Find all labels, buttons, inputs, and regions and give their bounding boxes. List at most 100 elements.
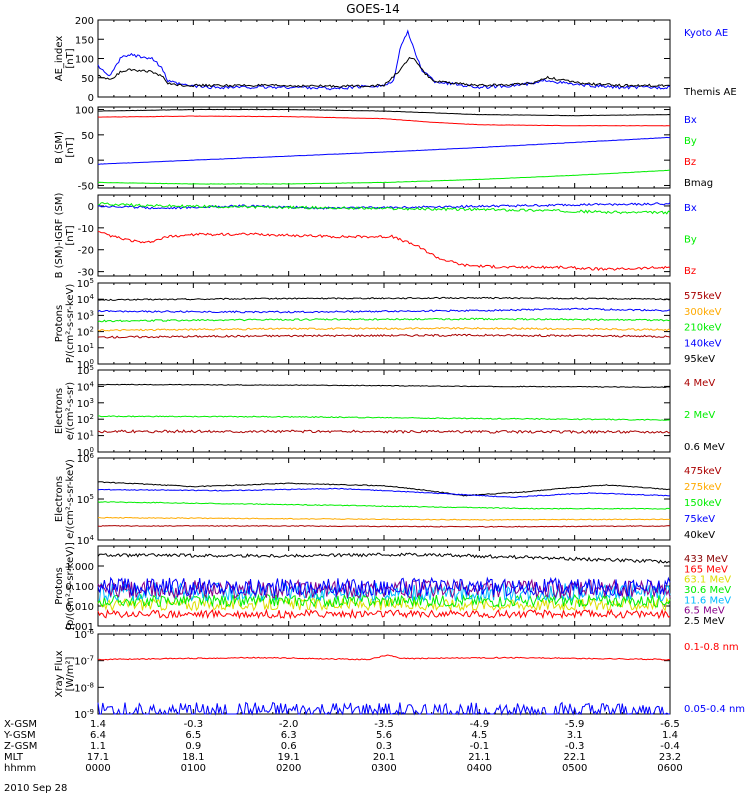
legend-item: Bmag — [684, 178, 713, 189]
y-tick-label: 0.001 — [65, 622, 94, 633]
ephem-value: 6.3 — [281, 730, 297, 741]
series-95kev — [97, 296, 670, 301]
series-0-6-mev — [98, 383, 671, 388]
series-bmag — [97, 108, 671, 117]
legend-item: 95keV — [684, 354, 715, 365]
y-tick-label: 200 — [75, 16, 94, 27]
ephem-value: 4.5 — [471, 730, 487, 741]
y-tick-label: 50 — [81, 131, 94, 142]
series-2-5-mev — [97, 576, 671, 598]
y-axis-label: B (SM)-IGRF (SM)[nT] — [54, 193, 76, 279]
ephem-value: 0500 — [562, 763, 587, 774]
ephem-value: 3.1 — [567, 730, 583, 741]
panel-frame — [97, 457, 671, 541]
legend-item: 150keV — [684, 498, 722, 509]
ephem-value: 1.4 — [662, 730, 678, 741]
y-tick-label: 100 — [77, 446, 94, 459]
series-kyoto-ae — [97, 29, 671, 91]
y-axis-label: AE_index[nT] — [54, 36, 76, 82]
ephem-value: 0200 — [276, 763, 301, 774]
y-axis-label: Electronse/(cm²-s-sr) — [54, 382, 76, 440]
legend-item: Kyoto AE — [684, 28, 728, 39]
legend-item: Bz — [684, 157, 696, 168]
panel-frame — [97, 633, 671, 715]
legend-item: Bx — [684, 203, 697, 214]
y-tick-label: 50 — [81, 74, 94, 85]
ephem-value: 22.1 — [564, 752, 586, 763]
ephem-value: 6.5 — [185, 730, 201, 741]
y-tick-label: -10 — [78, 224, 94, 235]
panel-dbb: -30 -20 -10 0 B (SM)-IGRF (SM)[nT] Bx By Bz — [54, 193, 697, 279]
ephem-value: -3.5 — [374, 719, 394, 730]
y-tick-label: 100 — [75, 55, 94, 66]
series-165-mev — [97, 608, 671, 620]
ephem-value: 0000 — [85, 763, 110, 774]
y-tick-label: -30 — [78, 268, 94, 279]
y-tick-label: 0 — [88, 156, 94, 167]
series-by — [97, 202, 671, 215]
series-by — [97, 169, 671, 185]
legend-item: 0.05-0.4 nm — [684, 704, 745, 715]
ephem-value: -6.5 — [660, 719, 680, 730]
ephem-value: 0.6 — [281, 741, 297, 752]
ephem-value: 0.3 — [376, 741, 392, 752]
ephem-value: -0.1 — [470, 741, 490, 752]
ephem-value: 23.2 — [659, 752, 681, 763]
y-tick-label: 101 — [77, 430, 94, 443]
series-bz — [97, 115, 671, 127]
ephem-value: 0.9 — [185, 741, 201, 752]
legend-item: 30.6 MeV — [684, 585, 731, 596]
panel-b: -50 0 50 100 B (SM)[nT] Bx By Bz Bmag — [54, 106, 713, 193]
series-2-mev — [97, 415, 671, 421]
y-axis-label: Xray Flux[W/m²] — [54, 650, 76, 697]
legend-item: 165 MeV — [684, 564, 728, 575]
ephem-value: 0400 — [467, 763, 492, 774]
ephem-value: 21.1 — [468, 752, 490, 763]
series-475kev — [97, 525, 671, 528]
series-0-1-0-8-nm — [97, 654, 671, 661]
y-tick-label: 104 — [77, 293, 95, 306]
ephem-value: 5.6 — [376, 730, 392, 741]
y-axis-label: B (SM)[nT] — [54, 131, 76, 164]
y-axis-label: ProtonsP/(cm²-s-sr-keV) — [54, 284, 76, 364]
panel-frame — [97, 369, 671, 453]
plot-panels: 0 50 100 150 200 AE_index[nT] Kyoto AE Themis A… — [54, 16, 745, 721]
series-433-mev — [97, 552, 671, 564]
panel-pm: 100 101 102 103 104 105ProtonsP/(cm²-s-sr-keV… — [54, 277, 722, 371]
ephem-row-label: Z-GSM — [4, 741, 37, 752]
legend-item: 2 MeV — [684, 410, 715, 421]
series-40kev — [97, 481, 671, 497]
y-tick-label: 0.010 — [65, 602, 94, 613]
y-tick-label: 104 — [77, 534, 95, 547]
panel-frame — [97, 282, 671, 365]
ephem-value: 6.4 — [90, 730, 106, 741]
y-tick-label: 106 — [77, 452, 95, 465]
legend-item: Themis AE — [683, 87, 737, 98]
series-275kev — [98, 516, 671, 521]
panel-ae: 0 50 100 150 200 AE_index[nT] Kyoto AE Themis A… — [54, 16, 737, 104]
ephemeris-table: X-GSM 1.4 -0.3 -2.0 -3.5 -4.9 -5.9 -6.5 Y-GSM 6.4… — [3, 719, 683, 774]
y-tick-label: 10-9 — [74, 708, 94, 721]
y-tick-label: 0 — [88, 93, 94, 104]
date-label: 2010 Sep 28 — [4, 783, 67, 794]
y-tick-label: 10-8 — [74, 681, 94, 694]
y-tick-label: 103 — [77, 397, 94, 410]
legend-item: 40keV — [684, 530, 715, 541]
series-140kev — [97, 307, 671, 314]
y-axis-label: Electronse/(cm²-s-sr-keV) — [54, 459, 76, 539]
series-210kev — [97, 317, 671, 323]
ephem-row-label: X-GSM — [4, 719, 37, 730]
y-axis-label: Protons[p/(cm²-s-sr-keV)] — [54, 542, 76, 630]
y-tick-label: -50 — [78, 181, 94, 192]
ephem-value: 0600 — [657, 763, 682, 774]
ephem-value: -0.3 — [565, 741, 585, 752]
y-tick-label: 102 — [77, 326, 94, 339]
series-bx — [97, 202, 671, 210]
ephem-value: 20.1 — [373, 752, 395, 763]
ephem-value: 19.1 — [278, 752, 300, 763]
legend-item: 300keV — [684, 307, 722, 318]
y-tick-label: 105 — [77, 364, 94, 377]
